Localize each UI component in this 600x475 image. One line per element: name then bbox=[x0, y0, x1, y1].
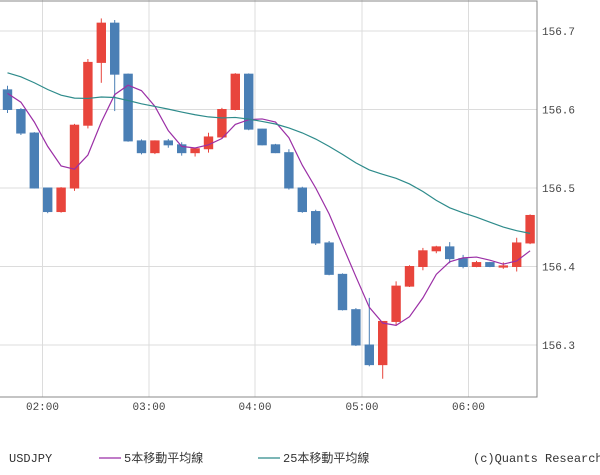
svg-text:25本移動平均線: 25本移動平均線 bbox=[283, 450, 369, 466]
svg-text:5本移動平均線: 5本移動平均線 bbox=[124, 450, 203, 466]
svg-text:02:00: 02:00 bbox=[26, 402, 59, 414]
svg-text:156.4: 156.4 bbox=[542, 263, 575, 275]
svg-text:156.7: 156.7 bbox=[542, 27, 575, 39]
svg-text:04:00: 04:00 bbox=[238, 402, 271, 414]
svg-text:156.3: 156.3 bbox=[542, 341, 575, 353]
svg-text:USDJPY: USDJPY bbox=[9, 452, 52, 466]
svg-text:06:00: 06:00 bbox=[452, 402, 485, 414]
svg-text:156.6: 156.6 bbox=[542, 106, 575, 118]
svg-text:156.5: 156.5 bbox=[542, 184, 575, 196]
svg-text:(c)Quants Research: (c)Quants Research bbox=[473, 452, 600, 466]
svg-text:05:00: 05:00 bbox=[345, 402, 378, 414]
svg-text:03:00: 03:00 bbox=[132, 402, 165, 414]
